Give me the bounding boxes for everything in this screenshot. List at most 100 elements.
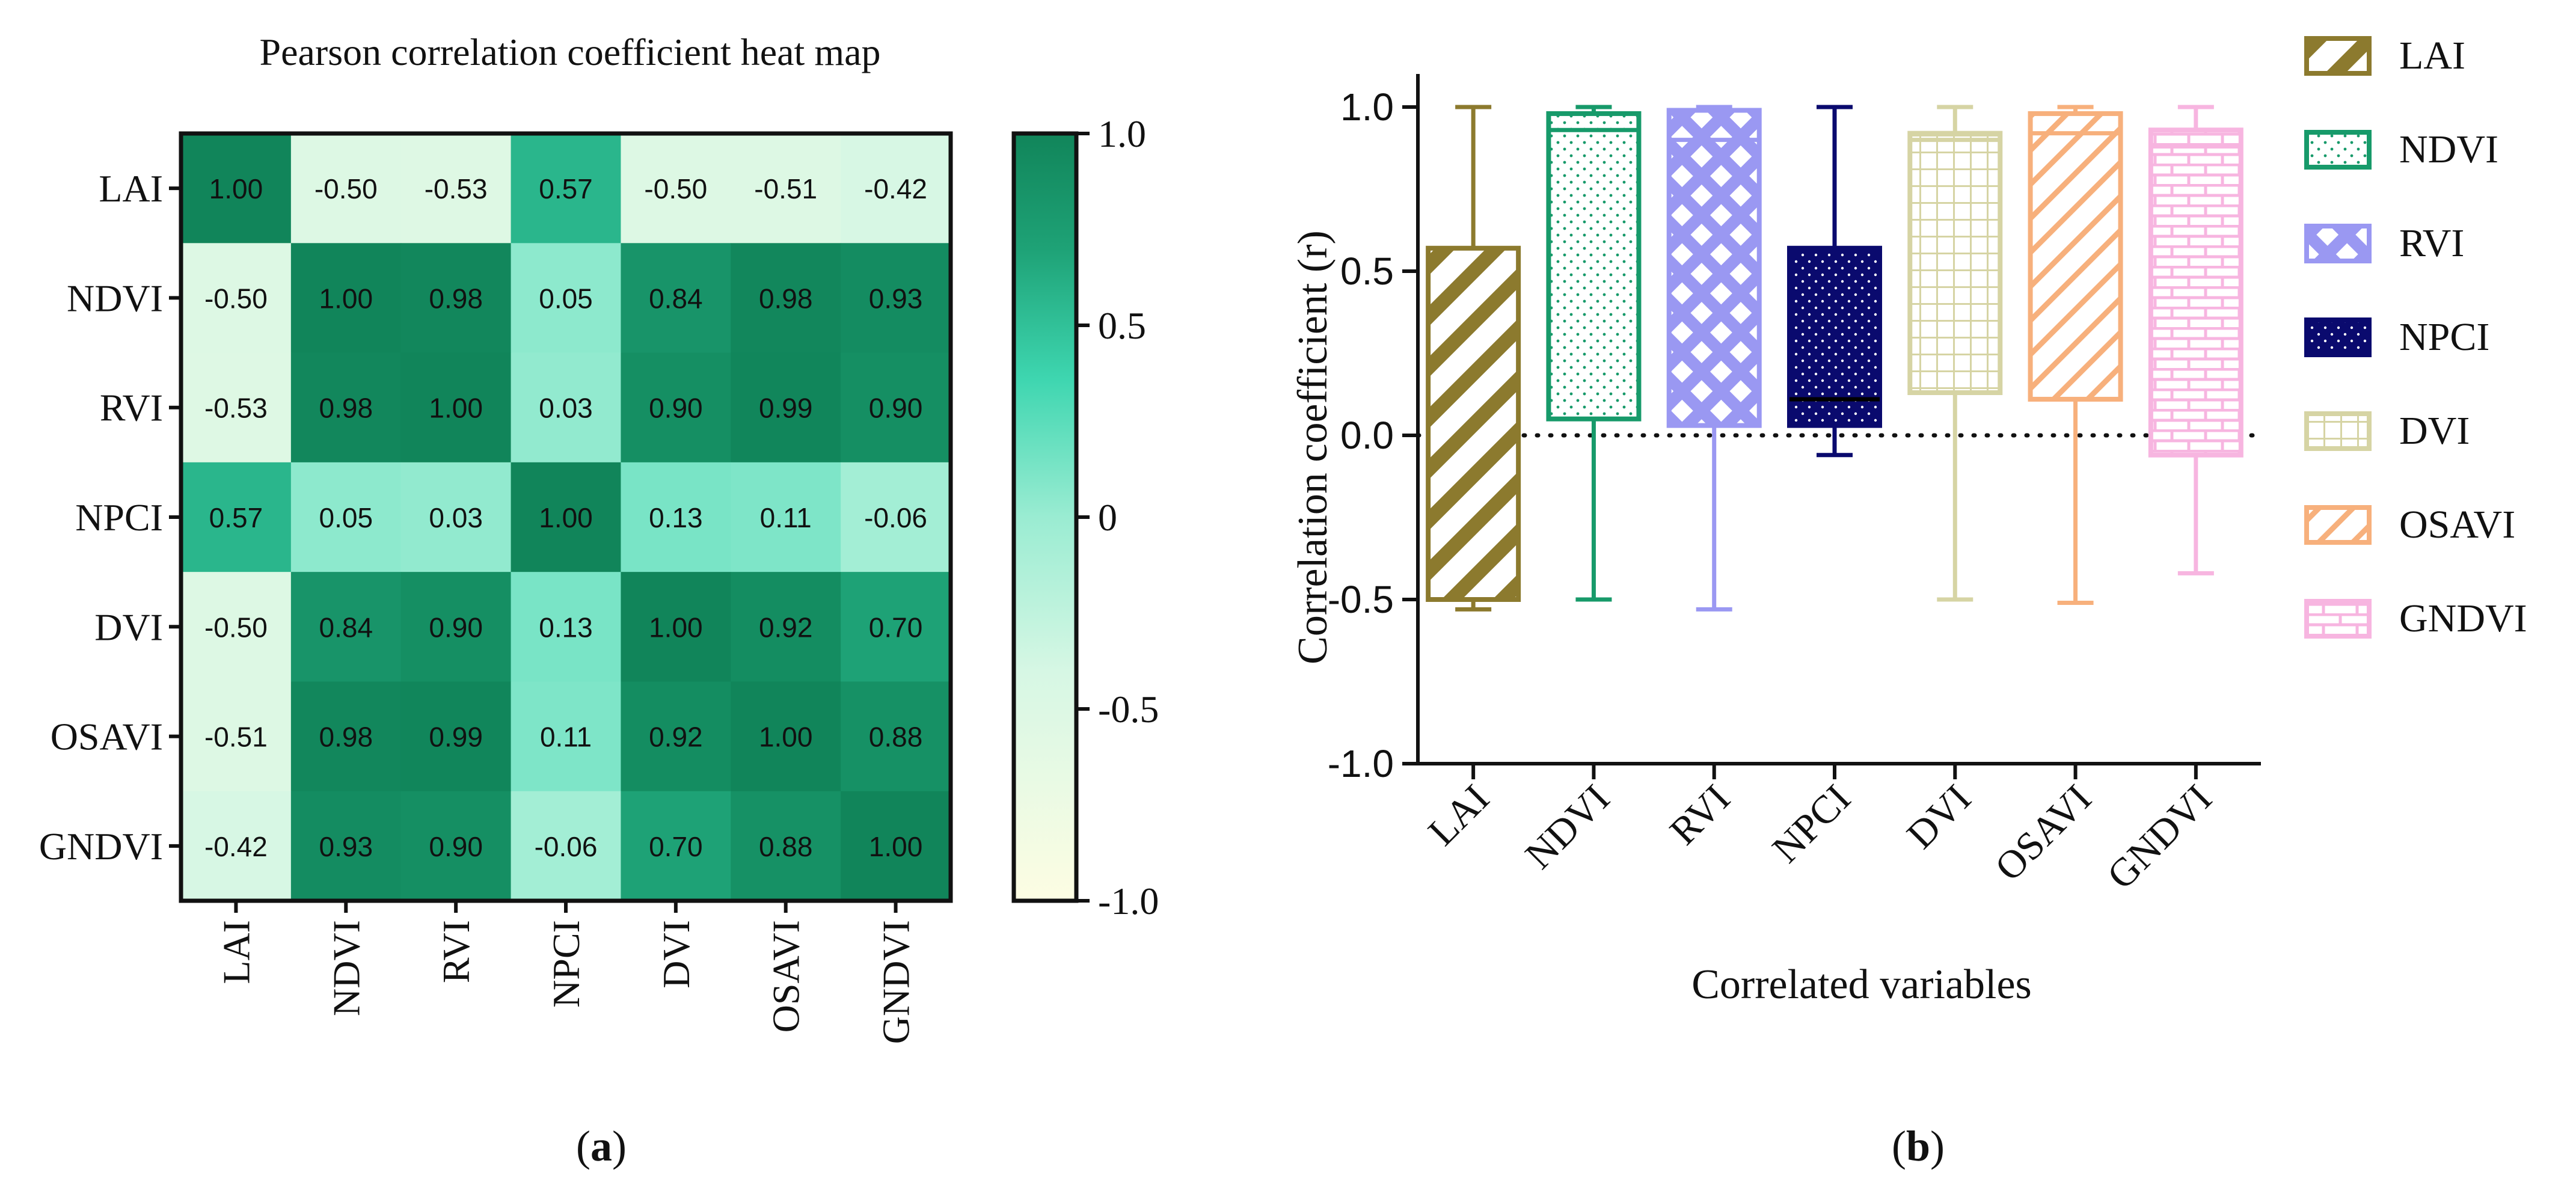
y-tick-label: 0.5: [1340, 250, 1394, 293]
heatmap-column-label: RVI: [435, 920, 477, 983]
heatmap-cell: [731, 352, 841, 463]
legend-entry-ndvi: NDVI: [2304, 127, 2498, 171]
x-tick-label: OSAVI: [1987, 776, 2100, 889]
legend-entry-osavi: OSAVI: [2304, 503, 2515, 547]
heatmap-cell: [290, 791, 402, 901]
heatmap-cell-value: -0.06: [535, 831, 598, 862]
heatmap-column-label: LAI: [215, 920, 257, 984]
heatmap-cell: [400, 352, 512, 463]
heatmap-row-label: GNDVI: [39, 825, 163, 868]
box-rvi: [1666, 105, 1762, 612]
heatmap-column-label: DVI: [655, 920, 698, 989]
heatmap-cell-value: 0.13: [539, 612, 593, 643]
heatmap-cell: [400, 133, 512, 244]
heatmap-cell: [511, 133, 622, 244]
heatmap-cell: [731, 462, 841, 572]
heatmap-cell: [290, 572, 402, 682]
heatmap-cell: [621, 352, 731, 463]
heatmap-cell: [181, 791, 292, 901]
heatmap-cell: [181, 352, 292, 463]
panel-label-a: (a): [576, 1122, 627, 1170]
legend-swatch: [2304, 36, 2372, 76]
heatmap-column-label: GNDVI: [875, 920, 918, 1044]
heatmap-cell-value: 0.05: [539, 283, 593, 314]
heatmap-cell: [621, 462, 731, 572]
heatmap-column-label: NPCI: [545, 920, 587, 1008]
legend-entry-rvi: RVI: [2304, 221, 2464, 265]
heatmap-cell-value: -0.51: [754, 173, 817, 204]
heatmap-cell-value: 1.00: [209, 173, 263, 204]
box-iqr: [1546, 111, 1642, 422]
heatmap-cell-value: -0.06: [864, 502, 927, 533]
heatmap-cell-value: 0.90: [649, 393, 703, 424]
heatmap-cell: [511, 791, 622, 901]
heatmap-cell-value: 0.13: [649, 502, 703, 533]
heatmap-cell-value: -0.42: [864, 173, 927, 204]
heatmap-cell-value: 0.88: [759, 831, 813, 862]
box-iqr: [1426, 245, 1521, 602]
heatmap-cell-value: 0.11: [760, 502, 812, 533]
heatmap-cell: [400, 243, 512, 354]
heatmap-cell: [511, 462, 622, 572]
box-osavi: [2028, 105, 2123, 605]
heatmap-cell-value: 0.05: [319, 502, 373, 533]
boxplot-boxes: [1426, 105, 2243, 612]
x-tick-label: RVI: [1661, 776, 1738, 853]
legend-label: RVI: [2399, 221, 2464, 265]
heatmap-cell-value: 0.92: [649, 722, 703, 753]
heatmap-column-labels: LAI NDVI RVI NPCI DVI OSAVI GNDVI: [215, 901, 918, 1044]
legend-swatch: [2304, 505, 2372, 545]
heatmap-cell: [181, 681, 292, 792]
heatmap-cell-value: 0.98: [759, 283, 813, 314]
heatmap-cell-value: 0.57: [209, 502, 263, 533]
y-tick-label: 0.0: [1340, 414, 1394, 457]
heatmap-cell-value: -0.50: [204, 612, 268, 643]
heatmap-cell: [400, 681, 512, 792]
heatmap-column-label: OSAVI: [765, 920, 808, 1032]
colorbar-tick-label: 0.5: [1098, 304, 1146, 347]
heatmap-cell-value: -0.50: [204, 283, 268, 314]
heatmap-cell: [841, 133, 951, 244]
heatmap-cell: [290, 133, 402, 244]
heatmap-cell-value: 0.90: [869, 393, 923, 424]
panel-label-b: (b): [1892, 1122, 1945, 1170]
legend-swatch: [2304, 130, 2372, 170]
box-ndvi: [1546, 105, 1642, 602]
heatmap-cell-value: 1.00: [429, 393, 483, 424]
heatmap-row-label: DVI: [94, 606, 163, 648]
heatmap-cell-value: 0.03: [429, 502, 483, 533]
heatmap-panel: Pearson correlation coefficient heat map…: [39, 31, 1159, 1044]
y-tick-label: 1.0: [1340, 85, 1394, 129]
heatmap-cell: [511, 352, 622, 463]
heatmap-cell: [731, 572, 841, 682]
heatmap-cell: [731, 681, 841, 792]
heatmap-cell: [731, 133, 841, 244]
heatmap-cell-value: 0.98: [429, 283, 483, 314]
heatmap-cell-value: 0.92: [759, 612, 813, 643]
heatmap-cell-value: 0.11: [540, 722, 592, 753]
heatmap-cell: [841, 462, 951, 572]
heatmap-cell-value: 0.84: [649, 283, 703, 314]
box-iqr: [1787, 245, 1882, 428]
legend-label: OSAVI: [2399, 503, 2515, 547]
heatmap-cell: [290, 352, 402, 463]
heatmap-row-label: LAI: [99, 167, 163, 210]
box-npci: [1787, 105, 1882, 458]
colorbar-tick-label: -0.5: [1098, 688, 1159, 731]
heatmap-cell: [290, 681, 402, 792]
heatmap-cell: [511, 572, 622, 682]
colorbar: [1011, 131, 1079, 903]
heatmap-cell-value: 0.84: [319, 612, 373, 643]
box-iqr: [1666, 108, 1762, 428]
y-tick-label: -1.0: [1328, 742, 1394, 785]
heatmap-cell: [400, 572, 512, 682]
heatmap-cell-value: -0.42: [204, 831, 268, 862]
legend-label: GNDVI: [2399, 596, 2527, 640]
heatmap-cell-value: 0.90: [429, 831, 483, 862]
heatmap-cell: [621, 133, 731, 244]
legend-label: LAI: [2399, 34, 2465, 78]
heatmap-row-label: OSAVI: [51, 716, 163, 758]
heatmap-cell: [621, 791, 731, 901]
heatmap-row-labels: LAI NDVI RVI NPCI DVI OSAVI GNDVI: [39, 167, 181, 868]
